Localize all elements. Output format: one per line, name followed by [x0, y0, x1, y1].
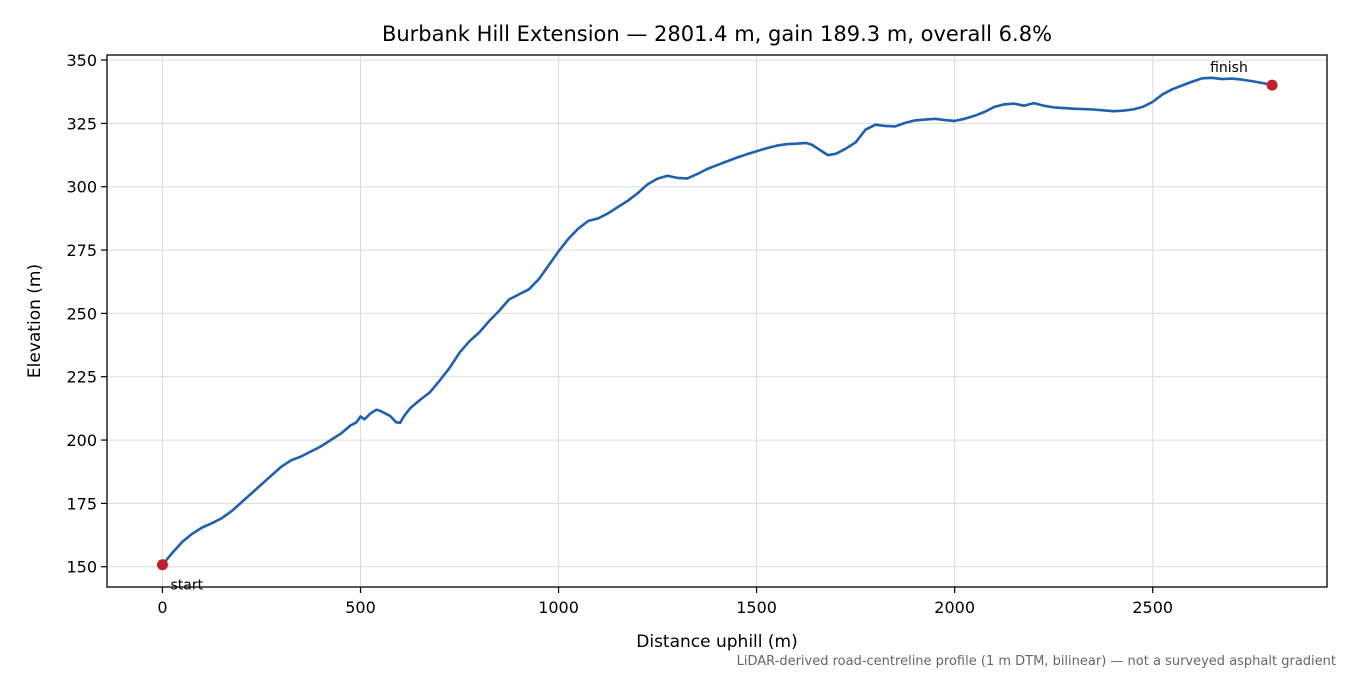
- y-tick-label: 200: [66, 431, 97, 450]
- y-axis: 150 175 200 225 250 275 300 325 350: [66, 51, 107, 577]
- footnote: LiDAR-derived road-centreline profile (1…: [737, 654, 1336, 669]
- x-axis-label: Distance uphill (m): [636, 632, 797, 652]
- y-tick-label: 325: [66, 114, 97, 133]
- y-tick-label: 225: [66, 368, 97, 387]
- y-tick-label: 300: [66, 178, 97, 197]
- x-axis: 0 500 1000 1500 2000 2500: [157, 587, 1173, 617]
- y-tick-label: 350: [66, 51, 97, 70]
- x-tick-label: 1500: [736, 598, 777, 617]
- endpoint-markers: start finish: [156, 60, 1278, 594]
- finish-label: finish: [1210, 60, 1248, 76]
- x-tick-label: 1000: [538, 598, 579, 617]
- elevation-line: [161, 76, 1274, 567]
- y-tick-label: 250: [66, 304, 97, 323]
- plot-frame: [106, 54, 1328, 588]
- x-tick-label: 2000: [934, 598, 975, 617]
- x-tick-label: 500: [345, 598, 376, 617]
- finish-marker: [1266, 79, 1278, 91]
- chart-title: Burbank Hill Extension — 2801.4 m, gain …: [382, 22, 1052, 46]
- y-tick-label: 150: [66, 558, 97, 577]
- x-tick-label: 2500: [1132, 598, 1173, 617]
- start-label: start: [170, 578, 203, 594]
- y-axis-label: Elevation (m): [25, 264, 45, 378]
- grid-lines: [107, 55, 1327, 587]
- y-tick-label: 275: [66, 241, 97, 260]
- y-tick-label: 175: [66, 494, 97, 513]
- elevation-series: [161, 76, 1274, 567]
- x-tick-label: 0: [157, 598, 167, 617]
- start-marker: [156, 559, 168, 571]
